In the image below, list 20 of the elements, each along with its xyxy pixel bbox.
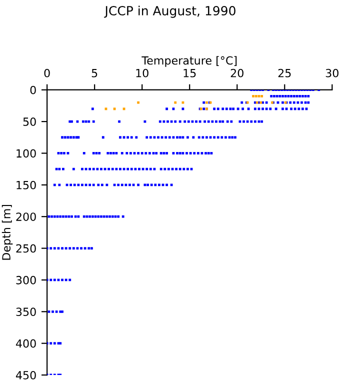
x-tick-label: 5 xyxy=(92,69,98,78)
x-tick-label: 0 xyxy=(44,68,50,78)
y-tick-label: 250 xyxy=(16,244,36,253)
y-tick-label: 100 xyxy=(16,149,36,158)
x-tick-label: 25 xyxy=(278,68,291,78)
y-tick-label: 300 xyxy=(16,276,36,284)
y-tick-label: 350 xyxy=(16,308,36,316)
y-axis-title: Depth [m] xyxy=(2,204,13,260)
x-axis-title: Temperature [°C] xyxy=(142,56,237,67)
y-tick-label: 150 xyxy=(16,180,36,190)
y-tick-label: 50 xyxy=(23,118,36,126)
x-tick-label: 30 xyxy=(326,68,338,78)
y-tick-label: 200 xyxy=(16,212,36,221)
y-tick-label: 0 xyxy=(30,86,36,94)
y-tick-label: 400 xyxy=(16,339,36,348)
y-tick-label: 450 xyxy=(16,370,36,380)
x-tick-label: 15 xyxy=(184,69,196,78)
chart-title: JCCP in August, 1990 xyxy=(104,6,236,18)
x-tick-label: 20 xyxy=(230,68,244,78)
x-tick-label: 10 xyxy=(136,68,148,78)
